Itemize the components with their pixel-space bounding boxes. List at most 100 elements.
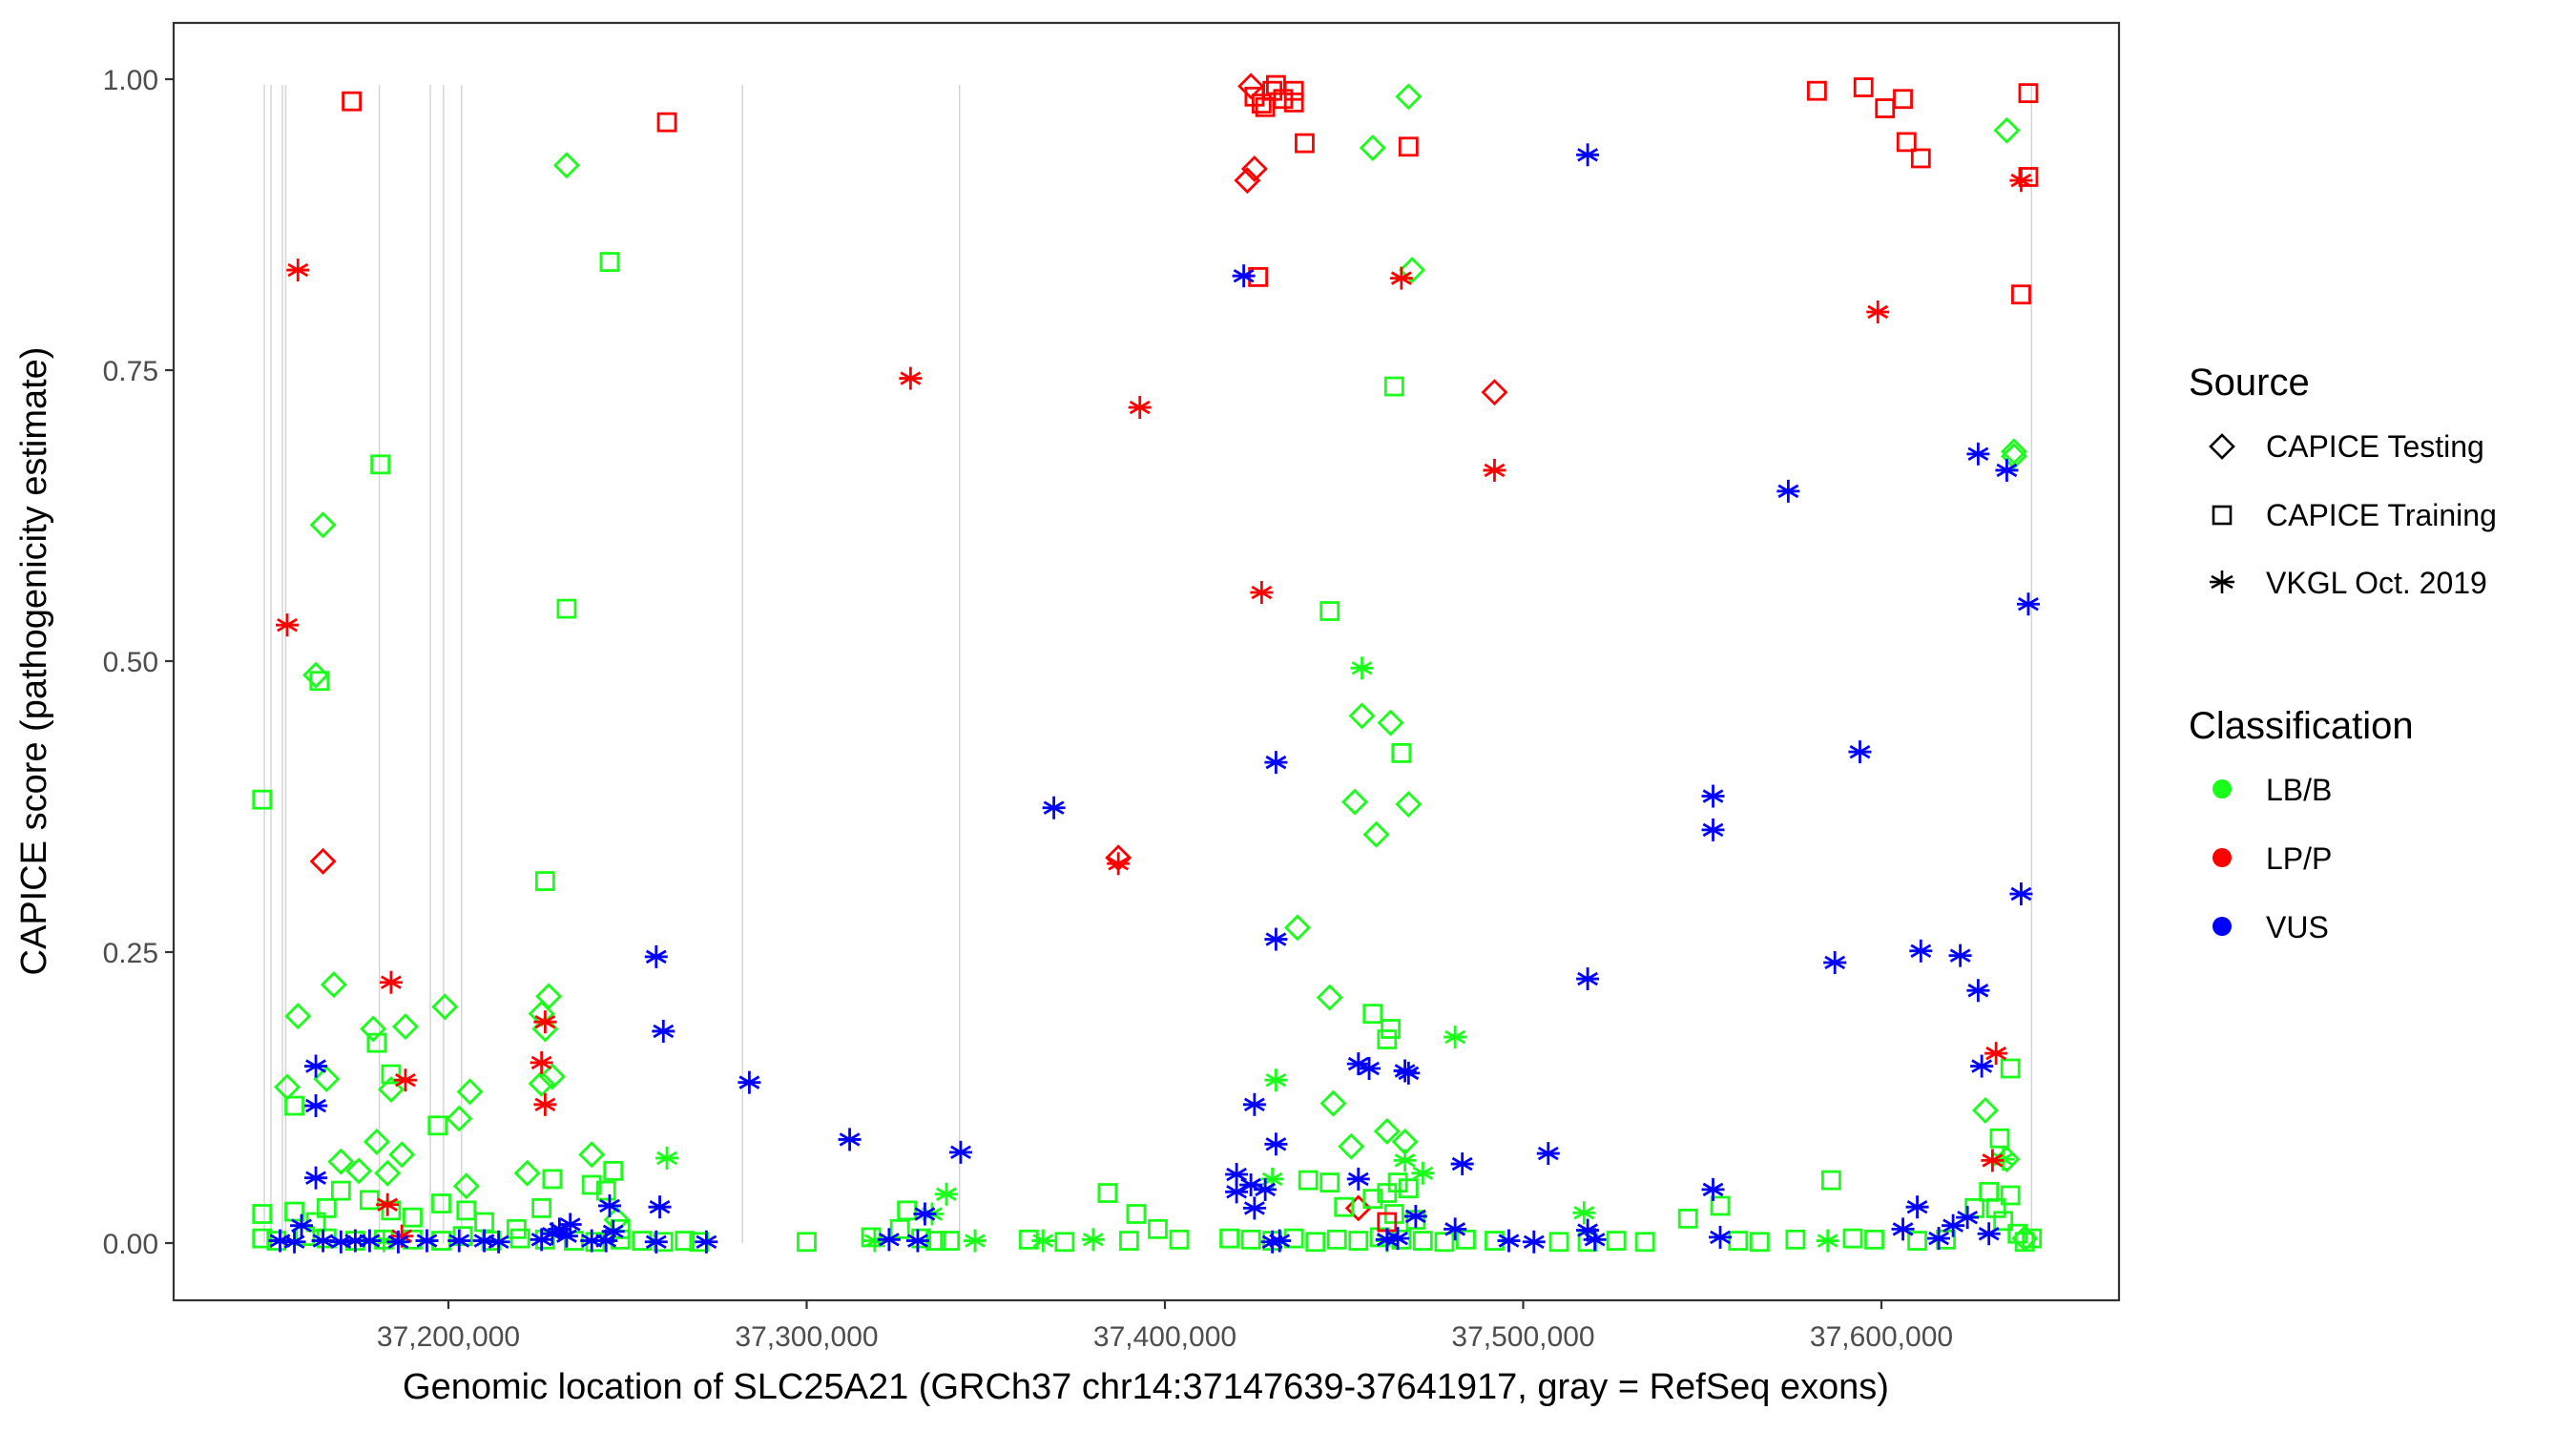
data-point-asterisk: [1264, 1132, 1288, 1156]
data-point-square: [403, 1207, 423, 1228]
data-point-asterisk: [597, 1193, 621, 1217]
x-axis: 37,200,000 37,300,000 37,400,000 37,500,000…: [377, 1300, 1953, 1353]
data-point-square: [1456, 1229, 1476, 1250]
data-point-square: [1283, 93, 1304, 113]
data-point-square: [427, 1115, 448, 1136]
data-point-asterisk: [737, 1070, 761, 1094]
data-point-square: [1334, 1196, 1355, 1217]
data-point-asterisk: [1536, 1142, 1560, 1166]
data-point-asterisk: [1966, 442, 1990, 466]
data-point-square: [599, 252, 620, 272]
data-point-diamond: [456, 1078, 484, 1106]
data-point-square: [556, 598, 577, 619]
diamond-icon: [2209, 433, 2235, 460]
data-point-asterisk: [2009, 882, 2033, 905]
data-point-square: [2022, 1228, 2043, 1249]
legend-label: VUS: [2266, 910, 2329, 944]
data-point-diamond: [1234, 167, 1261, 195]
data-point-asterisk: [1031, 1229, 1055, 1253]
data-point-square: [1398, 136, 1419, 157]
data-point-square: [316, 1198, 337, 1218]
data-point-asterisk: [1522, 1230, 1546, 1254]
data-point-square: [1054, 1232, 1075, 1253]
data-point-square: [252, 1204, 273, 1224]
y-tick-label: 1.00: [103, 65, 158, 96]
data-point-asterisk: [1701, 1177, 1725, 1201]
data-point-square: [1391, 742, 1412, 763]
data-point-diamond: [313, 1066, 341, 1092]
data-point-asterisk: [379, 970, 403, 994]
data-point-diamond: [284, 1003, 312, 1030]
data-point-diamond: [452, 1172, 480, 1200]
data-point-asterisk: [1225, 1180, 1249, 1204]
data-point-diamond: [1319, 1089, 1347, 1117]
data-point-asterisk: [1848, 740, 1872, 764]
data-point-diamond: [431, 993, 459, 1021]
data-point-diamond: [388, 1141, 416, 1169]
data-point-asterisk: [1866, 301, 1890, 323]
data-point-diamond: [309, 847, 337, 875]
data-point-square: [1169, 1229, 1190, 1250]
data-point-asterisk: [1386, 1227, 1410, 1251]
data-points: [252, 73, 2043, 1254]
y-axis-title: CAPICE score (pathogenicity estimate): [14, 347, 54, 976]
data-point-square: [1864, 1229, 1884, 1250]
data-point-square: [1377, 1183, 1398, 1203]
data-point-square: [1126, 1204, 1147, 1224]
legend-source-title: Source: [2189, 362, 2310, 404]
x-tick-label: 37,300,000: [735, 1321, 878, 1353]
data-point-asterisk: [913, 1202, 937, 1226]
data-point-diamond: [309, 511, 337, 539]
data-point-asterisk: [1042, 796, 1066, 819]
y-tick-label: 0.25: [103, 938, 158, 969]
data-point-asterisk: [1572, 1201, 1596, 1225]
data-point-diamond: [1348, 702, 1376, 730]
data-point-asterisk: [1242, 1196, 1266, 1220]
data-point-diamond: [1993, 116, 2021, 144]
x-axis-title: Genomic location of SLC25A21 (GRCh37 chr…: [403, 1367, 1889, 1407]
data-point-diamond: [360, 1015, 387, 1043]
data-point-square: [452, 1226, 473, 1247]
data-point-asterisk: [644, 944, 668, 968]
data-point-asterisk: [1393, 1149, 1417, 1172]
legend-item-vus: VUS: [2212, 910, 2329, 944]
data-point-asterisk: [1397, 1061, 1421, 1085]
data-point-asterisk: [1905, 1195, 1929, 1219]
data-point-square: [1606, 1231, 1627, 1251]
data-point-square: [1326, 1229, 1347, 1250]
data-point-asterisk: [487, 1230, 510, 1254]
data-point-asterisk: [1909, 939, 1933, 963]
legend-label: VKGL Oct. 2019: [2266, 566, 2487, 600]
data-point-asterisk: [838, 1128, 862, 1151]
data-point-asterisk: [1948, 944, 1972, 967]
data-point-square: [675, 1231, 696, 1251]
data-point-asterisk: [934, 1182, 958, 1206]
data-point-asterisk: [1264, 751, 1288, 775]
data-point-diamond: [538, 1063, 566, 1090]
y-tick-label: 0.75: [103, 356, 158, 387]
data-point-asterisk: [1891, 1217, 1915, 1241]
data-point-square: [1305, 1232, 1326, 1253]
data-point-asterisk: [1444, 1026, 1467, 1049]
data-point-asterisk: [2009, 169, 2033, 193]
data-point-square: [1387, 1172, 1408, 1192]
exon-lines: [263, 85, 2033, 1243]
data-point-diamond: [513, 1159, 541, 1187]
data-point-asterisk: [1107, 852, 1131, 876]
data-point-asterisk: [1264, 927, 1288, 951]
data-point-asterisk: [1483, 458, 1506, 482]
data-point-square: [330, 1180, 351, 1201]
data-point-diamond: [2000, 443, 2027, 470]
data-point-diamond: [1316, 984, 1343, 1011]
data-point-asterisk: [1254, 1177, 1278, 1201]
data-point-square: [897, 1200, 918, 1221]
data-point-square: [1749, 1232, 1770, 1253]
data-point-asterisk: [1701, 784, 1725, 808]
data-point-asterisk: [1977, 1222, 2001, 1246]
data-point-square: [1842, 1228, 1863, 1249]
lpp-dot-icon: [2212, 848, 2232, 867]
data-point-square: [1148, 1218, 1168, 1239]
data-point-asterisk: [276, 613, 300, 637]
data-point-asterisk: [1701, 818, 1725, 841]
